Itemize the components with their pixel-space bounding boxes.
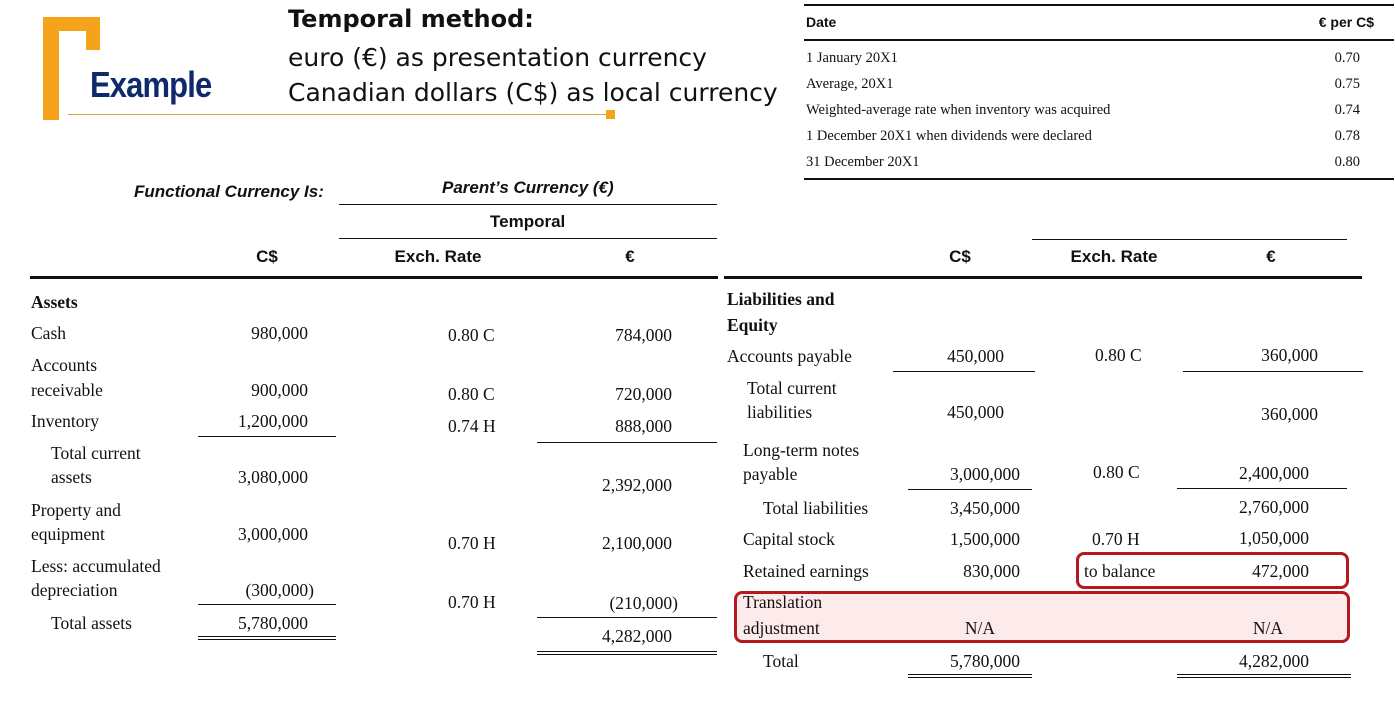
col-header-cs: C$ [256, 247, 278, 266]
row-label: equipment [31, 524, 105, 544]
rates-row-date: Weighted-average rate when inventory was… [806, 102, 1111, 118]
temporal-header: Temporal [490, 212, 566, 231]
subtitle-line-1: euro (€) as presentation currency [288, 43, 707, 72]
rates-row-rate: 0.70 [1334, 50, 1360, 66]
logo-label: Example [90, 64, 212, 105]
cell-eur: 2,400,000 [1239, 463, 1309, 483]
cell-cs: 450,000 [947, 402, 1004, 422]
col-header-euro: € [625, 247, 635, 266]
row-label: Accounts [31, 355, 98, 375]
translation-adjustment-highlight [734, 591, 1350, 643]
cell-eur: (210,000) [609, 593, 678, 613]
cell-eur: N/A [1252, 618, 1284, 638]
cell-eur: 4,282,000 [1239, 651, 1309, 671]
translation-adjustment-fill [737, 594, 1347, 640]
cell-rate: 0.80 C [1095, 345, 1142, 365]
col-header-cs: C$ [949, 247, 971, 266]
cell-cs: 1,200,000 [238, 411, 308, 431]
logo-bracket-side [86, 17, 100, 50]
cell-eur: 472,000 [1252, 561, 1309, 581]
cell-cs: (300,000) [245, 580, 314, 600]
cell-rate: to balance [1084, 561, 1156, 581]
cell-eur: 2,760,000 [1239, 497, 1309, 517]
liabilities-heading: Liabilities and [727, 289, 835, 309]
cell-cs: 3,000,000 [950, 464, 1020, 484]
cell-eur: 784,000 [615, 325, 672, 345]
row-label: Total liabilities [763, 498, 869, 518]
rates-col-rate: € per C$ [1318, 14, 1374, 30]
cell-cs: 450,000 [947, 346, 1004, 366]
row-label: Inventory [31, 411, 100, 431]
row-label: receivable [31, 380, 103, 400]
logo-bracket-icon [43, 17, 59, 120]
subtitle-line-2: Canadian dollars (C$) as local currency [288, 78, 778, 107]
rates-row-date: 31 December 20X1 [806, 154, 920, 170]
cell-rate: 0.70 H [448, 592, 496, 612]
cell-eur: 2,100,000 [602, 533, 672, 553]
cell-eur: 4,282,000 [602, 626, 672, 646]
row-label: Retained earnings [743, 561, 869, 581]
cell-eur: 888,000 [615, 416, 672, 436]
functional-currency-header: Functional Currency Is: [134, 182, 324, 201]
rates-col-date: Date [806, 14, 837, 30]
logo-divider [68, 114, 613, 115]
cell-cs: 3,080,000 [238, 467, 308, 487]
cell-eur: 2,392,000 [602, 475, 672, 495]
row-label: Cash [31, 323, 66, 343]
row-label: Long-term notes [743, 440, 860, 460]
cell-cs: N/A [964, 618, 996, 638]
row-label: Total current [51, 443, 141, 463]
liabilities-heading: Equity [727, 315, 778, 335]
rates-row-date: 1 December 20X1 when dividends were decl… [806, 128, 1092, 144]
cell-cs: 1,500,000 [950, 529, 1020, 549]
rates-row-rate: 0.80 [1334, 154, 1360, 170]
row-label: liabilities [747, 402, 813, 422]
rates-row-rate: 0.78 [1334, 128, 1360, 144]
row-label: Accounts payable [727, 346, 852, 366]
row-label: Less: accumulated [31, 556, 161, 576]
cell-cs: 980,000 [251, 323, 308, 343]
logo-bracket-top [43, 17, 100, 31]
cell-rate: 0.80 C [1093, 462, 1140, 482]
cell-cs: 5,780,000 [238, 613, 308, 633]
cell-rate: 0.80 C [448, 325, 495, 345]
cell-cs: 3,000,000 [238, 524, 308, 544]
row-label: Translation [743, 592, 823, 612]
cell-rate: 0.74 H [448, 416, 496, 436]
row-label: Capital stock [743, 529, 835, 549]
parents-currency-header: Parent’s Currency (€) [442, 178, 614, 197]
row-label: Total current [747, 378, 837, 398]
col-header-exch-rate: Exch. Rate [1070, 247, 1158, 266]
logo-dot-icon [606, 110, 615, 119]
cell-cs: 830,000 [963, 561, 1020, 581]
rates-row-rate: 0.75 [1334, 76, 1360, 92]
assets-heading: Assets [31, 292, 78, 312]
slide-title: Temporal method: [288, 5, 534, 33]
cell-eur: 720,000 [615, 384, 672, 404]
col-header-euro: € [1266, 247, 1276, 266]
col-header-exch-rate: Exch. Rate [394, 247, 482, 266]
retained-earnings-highlight [1076, 552, 1349, 589]
cell-cs: 900,000 [251, 380, 308, 400]
rates-row-rate: 0.74 [1334, 102, 1360, 118]
cell-cs: 3,450,000 [950, 498, 1020, 518]
row-label: payable [743, 464, 798, 484]
row-label: depreciation [31, 580, 118, 600]
rates-row-date: 1 January 20X1 [806, 50, 898, 66]
cell-cs: 5,780,000 [950, 651, 1020, 671]
cell-eur: 360,000 [1261, 345, 1318, 365]
row-label: adjustment [743, 618, 820, 638]
rates-row-date: Average, 20X1 [806, 76, 894, 92]
cell-rate: 0.70 H [448, 533, 496, 553]
row-label: assets [51, 467, 92, 487]
row-label: Property and [31, 500, 121, 520]
cell-rate: 0.70 H [1092, 529, 1140, 549]
row-label: Total assets [51, 613, 132, 633]
cell-rate: 0.80 C [448, 384, 495, 404]
cell-eur: 1,050,000 [1239, 528, 1309, 548]
cell-eur: 360,000 [1261, 404, 1318, 424]
row-label: Total [763, 651, 799, 671]
